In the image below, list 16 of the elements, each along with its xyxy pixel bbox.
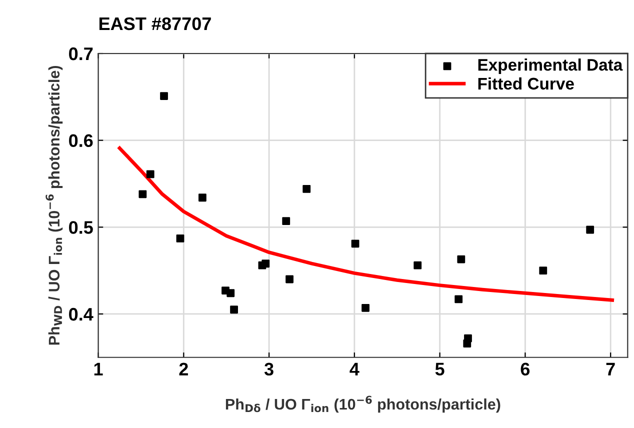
x-tick-label: 7 bbox=[606, 362, 615, 376]
x-tick-label: 3 bbox=[264, 362, 274, 376]
y-tick-label: 0.6 bbox=[69, 134, 93, 148]
legend-label: Experimental Data bbox=[478, 58, 623, 74]
chart-title: EAST #87707 bbox=[99, 17, 211, 30]
y-tick-label: 0.7 bbox=[69, 47, 93, 60]
x-tick-label: 2 bbox=[179, 362, 188, 376]
y-tick-label: 0.5 bbox=[69, 221, 93, 234]
legend-label: Fitted Curve bbox=[478, 77, 574, 90]
x-tick-label: 4 bbox=[350, 362, 360, 376]
y-tick-label: 0.4 bbox=[69, 308, 94, 321]
x-axis-title: Ph$_{Dδ}$ / UO Γ$_{ion}$ (10$^{−6}$ photons/particle) bbox=[226, 396, 500, 413]
x-tick-label: 6 bbox=[520, 362, 530, 376]
y-axis-title: Ph$_{WD}$ / UO Γ$_{ion}$ (10$^{−6}$ photons/particle) bbox=[46, 66, 63, 345]
x-tick-label: 5 bbox=[435, 362, 444, 376]
x-tick-label: 1 bbox=[94, 362, 103, 376]
